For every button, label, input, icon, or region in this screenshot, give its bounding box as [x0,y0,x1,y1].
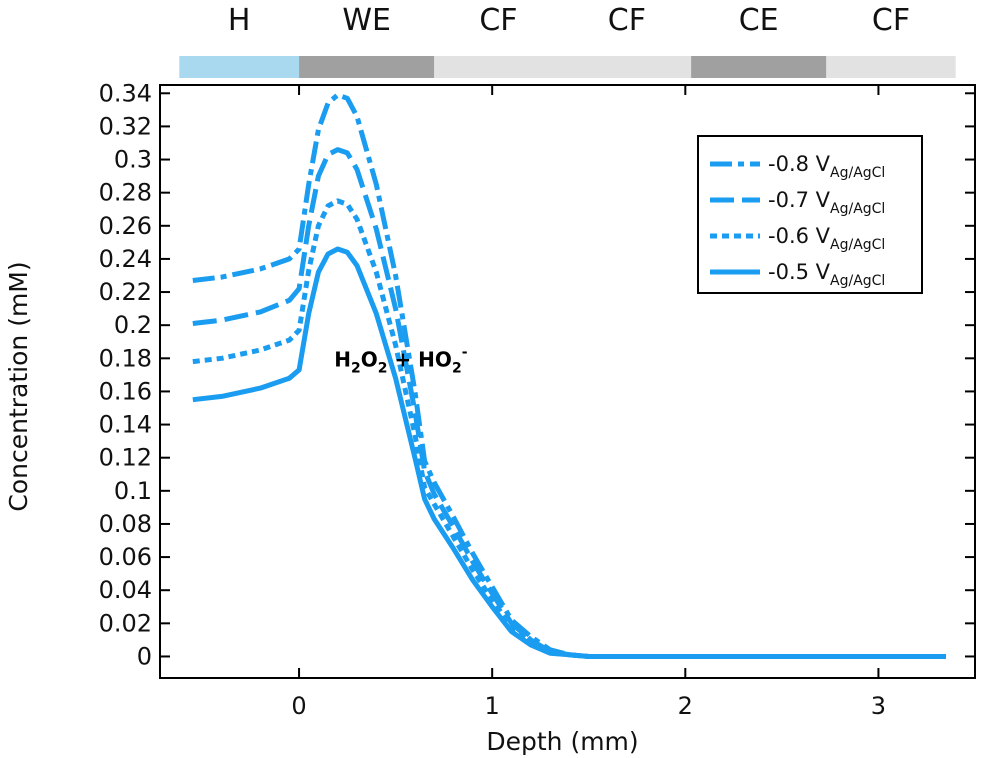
legend-label-sub: Ag/AgCl [830,201,885,217]
region-segment [434,56,692,78]
legend-label: -0.7 VAg/AgCl [768,188,885,217]
x-tick-label: 0 [291,692,306,720]
region-bar: H WE CF CF CE CF [179,3,956,78]
y-tick-label: 0.08 [99,510,152,538]
y-tick-label: 0 [137,642,152,670]
species-label-part: 2 [378,361,388,377]
y-tick-label: 0.12 [99,444,152,472]
species-label: H2O2 + HO2- [334,345,467,377]
region-segment [691,56,827,78]
y-tick-label: 0.2 [114,311,152,339]
legend-label-main: -0.8 V [768,152,831,176]
legend: -0.8 VAg/AgCl-0.7 VAg/AgCl-0.6 VAg/AgCl-… [697,135,923,294]
legend-label: -0.8 VAg/AgCl [768,152,885,181]
series-layer [192,92,946,659]
legend-label-sub: Ag/AgCl [830,165,885,181]
y-tick-label: 0.18 [99,344,152,372]
region-label: CE [739,3,779,38]
legend-label-sub: Ag/AgCl [830,237,885,253]
x-axis-title: Depth (mm) [486,727,638,756]
species-label-part: - [462,345,468,361]
axis-ticks: 0 1 2 3 0 0.02 0.04 0.06 0.08 0.1 0.12 0.14 0.16 0.18… [99,79,975,720]
legend-label-main: -0.6 V [768,224,831,248]
region-label: CF [872,3,910,38]
y-tick-label: 0.22 [99,278,152,306]
region-label: CF [479,3,517,38]
species-label-part: 2 [452,361,462,377]
y-tick-label: 0.32 [99,112,152,140]
species-label-part: O [361,348,378,372]
plot-frame [159,84,976,679]
y-tick-label: 0.28 [99,179,152,207]
y-tick-label: 0.26 [99,212,152,240]
region-label: WE [342,3,391,38]
x-tick-label: 1 [485,692,500,720]
legend-label: -0.5 VAg/AgCl [768,260,885,289]
region-label: H [228,3,251,38]
y-tick-label: 0.3 [114,146,152,174]
legend-label-main: -0.7 V [768,188,831,212]
y-tick-label: 0.1 [114,477,152,505]
y-tick-label: 0.16 [99,377,152,405]
region-segment [299,56,435,78]
x-tick-label: 2 [678,692,693,720]
legend-label: -0.6 VAg/AgCl [768,224,885,253]
species-label-part: H [334,348,351,372]
y-tick-label: 0.14 [99,411,152,439]
region-segment [826,56,956,78]
y-tick-label: 0.02 [99,609,152,637]
x-tick-label: 3 [871,692,886,720]
y-tick-label: 0.04 [99,576,152,604]
y-tick-label: 0.34 [99,79,152,107]
species-annotation: H2O2 + HO2- [334,345,467,377]
y-tick-label: 0.24 [99,245,152,273]
y-axis-title: Concentration (mM) [4,261,33,511]
region-segment [179,56,300,78]
species-label-part: 2 [351,361,361,377]
legend-label-sub: Ag/AgCl [830,273,885,289]
species-label-part: + HO [388,348,452,372]
series-line-4 [192,246,946,659]
legend-label-main: -0.5 V [768,260,831,284]
legend-box [697,135,923,294]
region-label: CF [608,3,646,38]
y-tick-label: 0.06 [99,543,152,571]
